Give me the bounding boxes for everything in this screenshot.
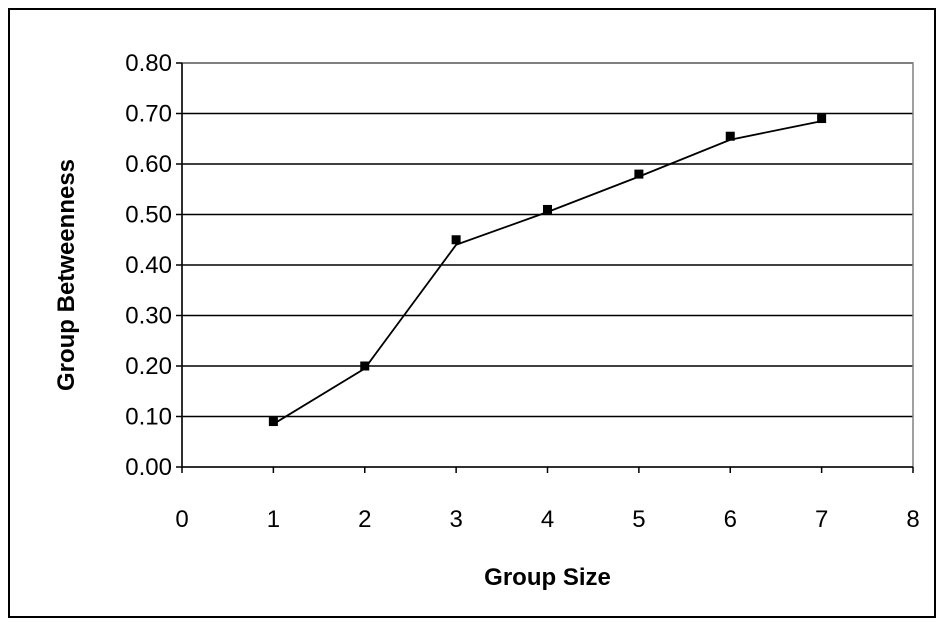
x-tick-label: 6 [724,506,737,533]
x-tick-label: 4 [541,506,554,533]
y-tick-label: 0.60 [125,151,172,178]
y-tick-label: 0.00 [125,454,172,481]
y-tick-label: 0.20 [125,353,172,380]
x-tick-label: 7 [815,506,828,533]
data-point [725,131,735,141]
axes [176,62,914,473]
x-tick-label: 8 [906,506,919,533]
x-tick-label: 1 [267,506,280,533]
data-point [268,417,278,427]
x-tick-label: 0 [175,506,188,533]
x-axis-title: Group Size [484,564,611,591]
x-tick-label: 3 [449,506,462,533]
x-tick-label: 5 [632,506,645,533]
data-point [634,169,644,179]
data-point [817,114,827,124]
series-line [272,120,822,425]
y-axis-title: Group Betweenness [53,159,80,391]
y-tick-label: 0.80 [125,50,172,77]
y-tick-label: 0.30 [125,303,172,330]
y-tick-label: 0.50 [125,202,172,229]
series-layer [268,114,827,427]
gridlines [182,62,913,418]
x-tick-label: 2 [358,506,371,533]
y-tick-label: 0.10 [125,404,172,431]
y-tick-label: 0.70 [125,101,172,128]
data-point [451,235,461,245]
data-point [543,204,552,214]
data-point [360,361,370,371]
chart-frame [8,8,936,618]
tick-labels: 0.00 0.10 0.20 0.30 0.40 0.50 0.60 0.70 0.80 0 1 2 3… [125,50,919,533]
y-tick-label: 0.40 [125,252,172,279]
